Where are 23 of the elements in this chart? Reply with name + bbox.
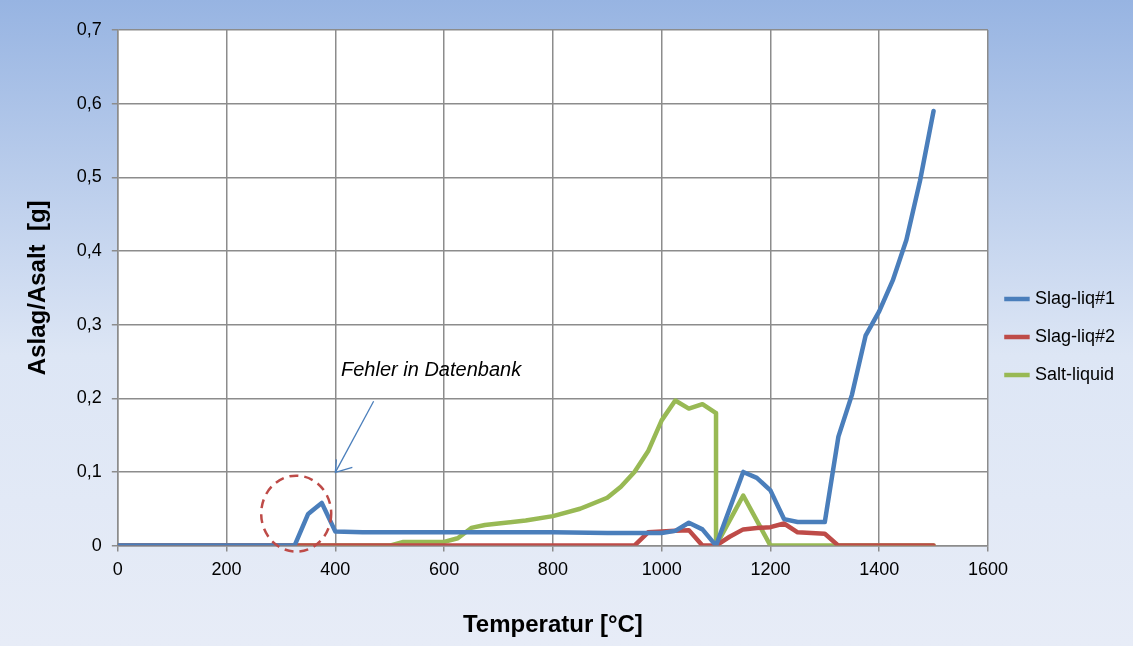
x-tick-label: 600 — [429, 559, 460, 580]
x-tick-label: 1000 — [641, 559, 682, 580]
y-tick-label: 0 — [91, 534, 102, 555]
legend-label: Slag-liq#1 — [1034, 287, 1116, 308]
x-tick-label: 1600 — [967, 559, 1008, 580]
x-tick-label: 1400 — [859, 559, 900, 580]
x-tick-label: 200 — [211, 559, 242, 580]
y-tick-label: 0,1 — [76, 460, 102, 481]
y-tick-label: 0,3 — [76, 313, 102, 334]
x-tick-label: 0 — [112, 559, 123, 580]
x-axis-title: Temperatur [°C] — [462, 610, 643, 638]
annotation: Fehler in Datenbank — [341, 357, 523, 380]
y-tick-label: 0,7 — [76, 18, 102, 39]
y-tick-label: 0,5 — [76, 166, 102, 187]
y-tick-label: 0,2 — [76, 387, 102, 408]
x-tick-label: 1200 — [750, 559, 791, 580]
x-tick-label: 800 — [537, 559, 568, 580]
x-tick-label: 400 — [320, 559, 351, 580]
y-tick-label: 0,6 — [76, 92, 102, 113]
y-axis-title: Aslag/Asalt [g] — [23, 200, 51, 376]
y-tick-label: 0,4 — [76, 239, 102, 260]
legend-label: Slag-liq#2 — [1034, 325, 1116, 346]
legend-label: Salt-liquid — [1034, 363, 1114, 384]
